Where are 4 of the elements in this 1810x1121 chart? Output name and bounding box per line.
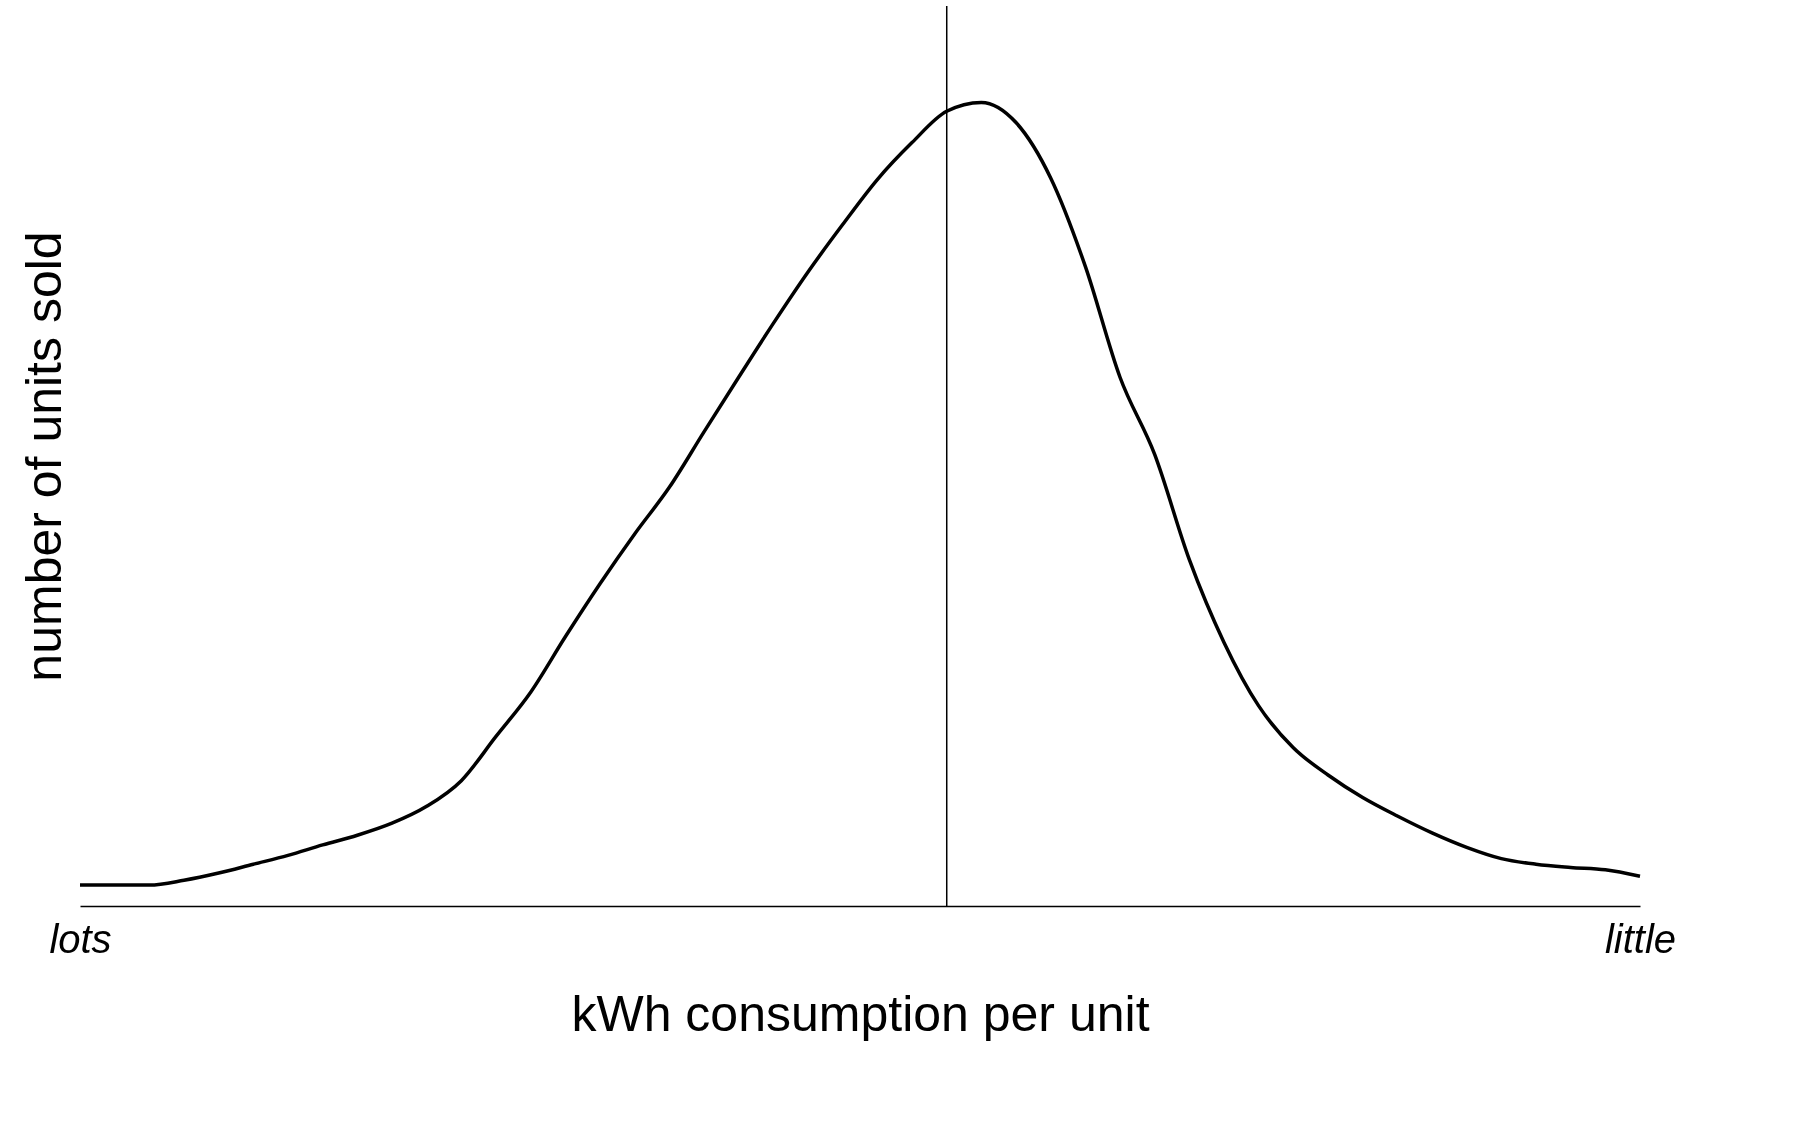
x-axis-title: kWh consumption per unit: [571, 985, 1150, 1042]
y-axis-title: number of units sold: [15, 231, 72, 682]
x-tick-label: little: [1604, 916, 1677, 961]
x-tick-label: lots: [49, 916, 112, 961]
